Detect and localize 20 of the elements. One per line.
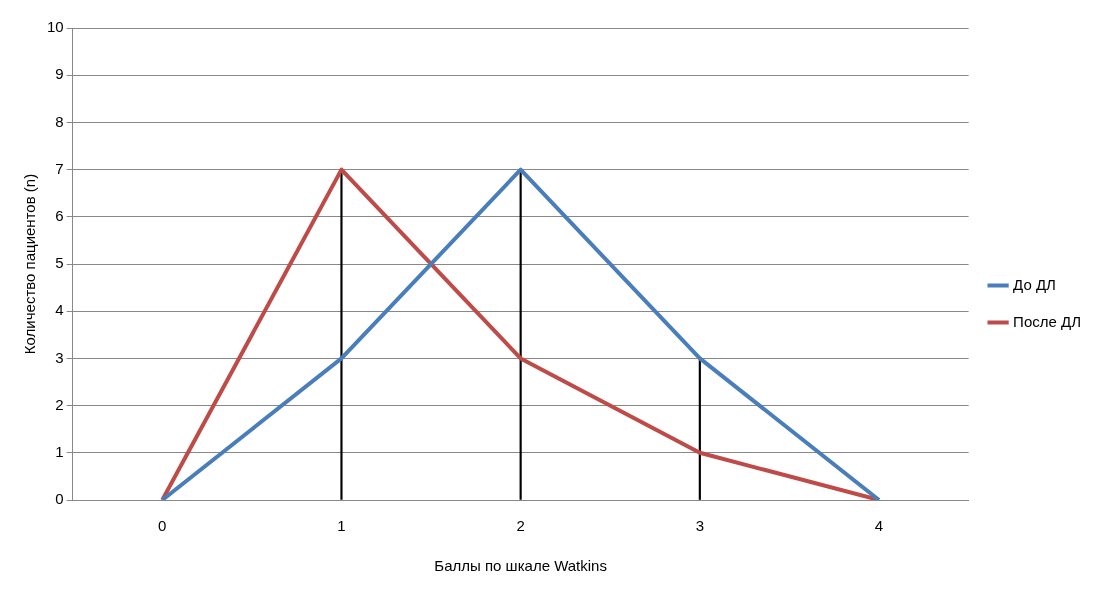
y-axis-title: Количество пациентов (n) [21, 173, 39, 355]
x-tick-label: 0 [158, 517, 167, 535]
x-axis-title: Баллы по шкале Watkins [434, 557, 607, 575]
y-tick-label: 1 [55, 442, 64, 460]
y-tick-label: 3 [55, 348, 64, 366]
x-tick-label: 3 [695, 517, 705, 535]
y-tick-label: 5 [55, 254, 64, 272]
x-tick-label: 4 [874, 517, 884, 535]
y-tick-label: 10 [47, 18, 64, 36]
y-tick-label: 7 [55, 159, 64, 177]
y-tick-label: 8 [55, 112, 64, 130]
x-tick-label: 2 [516, 517, 525, 535]
y-tick-label: 9 [55, 65, 64, 83]
legend-label: После ДЛ [1013, 312, 1081, 330]
y-tick-label: 2 [55, 395, 64, 413]
y-tick-label: 4 [55, 301, 64, 319]
y-tick-label: 6 [55, 206, 64, 224]
x-tick-label: 1 [337, 517, 346, 535]
legend-label: До ДЛ [1013, 275, 1056, 293]
y-tick-label: 0 [55, 490, 64, 508]
